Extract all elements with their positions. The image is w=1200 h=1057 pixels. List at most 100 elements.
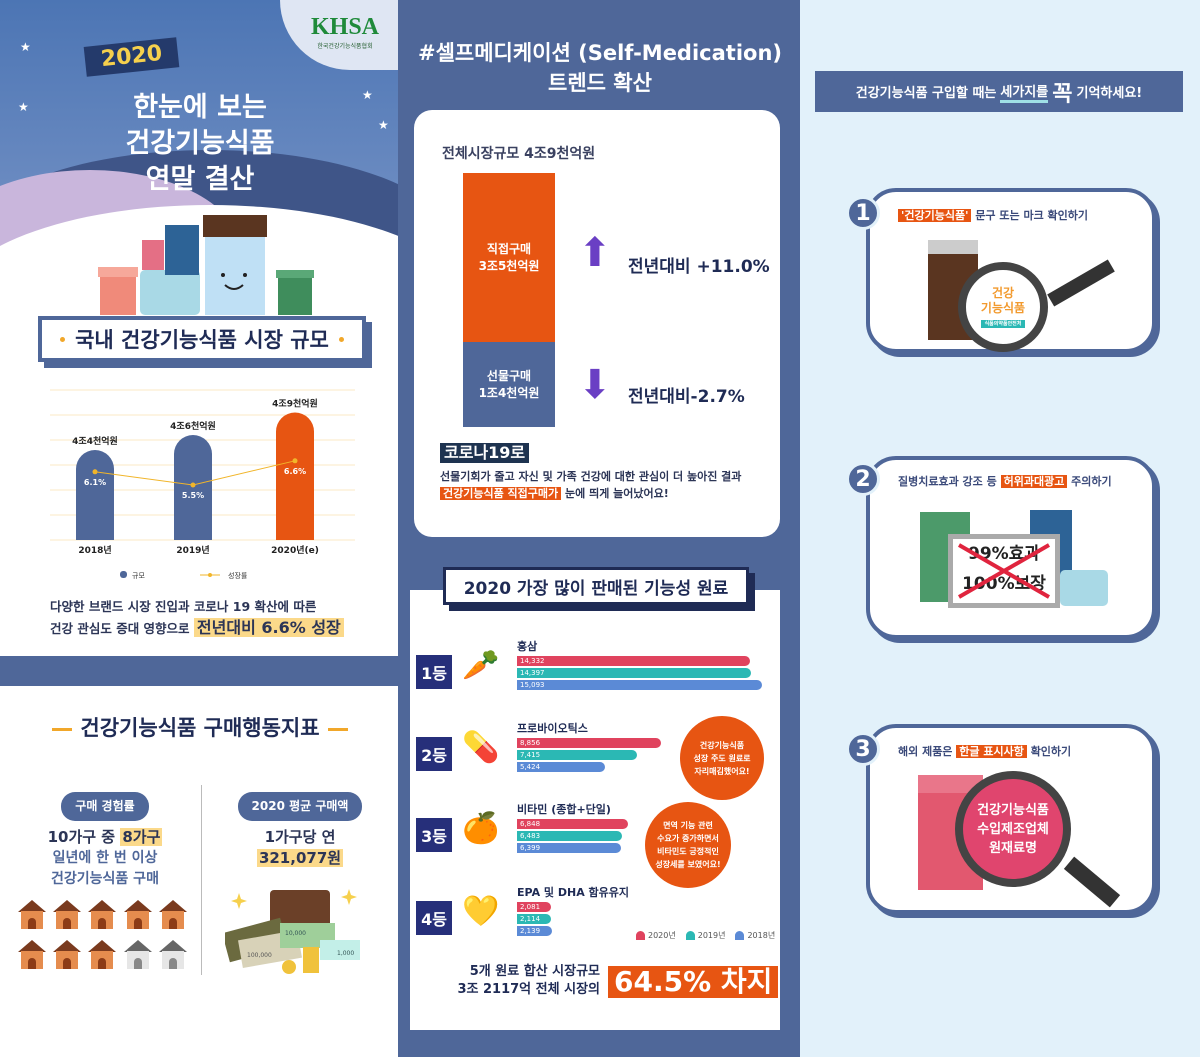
logo-text: KHSA bbox=[310, 14, 379, 40]
house-icon bbox=[53, 940, 82, 970]
bar-base bbox=[76, 520, 114, 540]
growth-point bbox=[92, 469, 98, 475]
legend-swatch bbox=[208, 573, 212, 577]
stat-tag: 2020 평균 구매액 bbox=[237, 792, 363, 821]
rank-badge: 1등 bbox=[416, 655, 452, 689]
false-ad-sign: 99%효과 100%보장 bbox=[948, 534, 1060, 608]
legend-item: 2019년 bbox=[685, 930, 726, 941]
bill-label: 100,000 bbox=[247, 952, 272, 959]
bar-2018년: 2,139 bbox=[517, 926, 552, 936]
note-text: 선물기회가 줄고 자신 및 가족 건강에 대한 관심이 더 높아진 결과 bbox=[440, 470, 742, 483]
bar-2018년 bbox=[76, 450, 114, 540]
gift-purchase-segment: 선물구매 1조4천억원 bbox=[463, 342, 555, 427]
stat-highlight: 321,077원 bbox=[256, 849, 344, 867]
bubble-text: 수요가 증가하면서 bbox=[657, 834, 719, 843]
khsa-logo: KHSA 한국건강기능식품협회 bbox=[300, 14, 390, 50]
tip-text: 해외 제품은 한글 표시사항 확인하기 bbox=[898, 743, 1071, 759]
house-icon bbox=[158, 900, 187, 930]
bar-value-label: 4조9천억원 bbox=[272, 398, 318, 410]
stat-text: 1가구당 연 bbox=[264, 828, 336, 846]
note-highlight: 건강기능식품 직접구매가 bbox=[440, 487, 562, 500]
tip-label: 주의하기 bbox=[1071, 475, 1112, 488]
stat-text: 10가구 중 bbox=[47, 828, 116, 846]
house-icon bbox=[158, 940, 187, 970]
rank-badge: 3등 bbox=[416, 818, 452, 852]
tip-highlight: 허위과대광고 bbox=[1000, 475, 1068, 488]
star-icon: ★ bbox=[378, 118, 389, 132]
ingredient-icon: 🍊 bbox=[462, 811, 500, 846]
gift-yoy: 전년대비-2.7% bbox=[628, 387, 745, 407]
header-underlined: 세가지를 bbox=[1000, 81, 1049, 103]
title-line: 연말 결산 bbox=[145, 164, 255, 195]
summary-text: 건강 관심도 증대 영향으로 bbox=[50, 621, 190, 636]
header-emphasis: 꼭 bbox=[1052, 81, 1073, 107]
magnifier-mark-illustration: 건강 기능식품 식품의약품안전처 bbox=[958, 262, 1048, 352]
x-tick-label: 2020년(e) bbox=[271, 544, 319, 556]
ingredient-icon: 💊 bbox=[462, 730, 500, 765]
header-text: 기억하세요! bbox=[1076, 86, 1143, 101]
bar-2020년: 2,081 bbox=[517, 902, 551, 912]
bar-value-label: 4조4천억원 bbox=[72, 435, 118, 447]
tip-text: '건강기능식품' 문구 또는 마크 확인하기 bbox=[898, 207, 1088, 223]
mark-text: 건강 bbox=[991, 286, 1015, 300]
sparkle-icon bbox=[231, 893, 247, 909]
bar-2020년: 6,848 bbox=[517, 819, 629, 829]
legend-label: 규모 bbox=[132, 572, 145, 580]
dash-decoration bbox=[52, 727, 73, 731]
bill-label: 1,000 bbox=[337, 950, 354, 957]
ingredient-name: EPA 및 DHA 함유유지 bbox=[517, 886, 630, 899]
stat-tag: 구매 경험률 bbox=[61, 792, 149, 821]
share-text: 5개 원료 합산 시장규모 3조 2117억 전체 시장의 bbox=[420, 963, 600, 999]
mark-text: 기능식품 bbox=[980, 301, 1026, 315]
divider bbox=[201, 785, 202, 975]
household-icons bbox=[18, 900, 188, 970]
label-text: 원재료명 bbox=[989, 840, 1037, 856]
ingredient-name: 프로바이오틱스 bbox=[517, 722, 588, 735]
segment-label: 직접구매 bbox=[486, 241, 532, 256]
growth-label: 6.1% bbox=[84, 478, 106, 487]
legend-label: 2020년 bbox=[648, 931, 676, 940]
bullet-dot bbox=[338, 336, 344, 342]
tip-number: 2 bbox=[846, 462, 880, 496]
title-line: #셀프메디케이션 (Self-Medication) bbox=[418, 41, 782, 65]
legend-label: 2019년 bbox=[697, 931, 726, 940]
rank-badge: 4등 bbox=[416, 901, 452, 935]
label-text: 건강기능식품 bbox=[977, 802, 1049, 818]
section-title: 건강기능식품 구매행동지표 bbox=[80, 716, 320, 740]
wallet-money-illustration: 100,000 10,000 1,000 bbox=[225, 889, 360, 974]
trend-title: #셀프메디케이션 (Self-Medication) 트렌드 확산 bbox=[398, 38, 802, 98]
behavior-heading: 건강기능식품 구매행동지표 bbox=[20, 712, 380, 742]
rank-badge: 2등 bbox=[416, 737, 452, 771]
summary-highlight: 전년대비 6.6% 성장 bbox=[193, 618, 344, 637]
header-text: 건강기능식품 구입할 때는 bbox=[855, 86, 997, 101]
covid-note: 선물기회가 줄고 자신 및 가족 건강에 대한 관심이 더 높아진 결과 건강기… bbox=[440, 468, 775, 502]
stat-text: 건강기능식품 구매 bbox=[51, 871, 159, 887]
label-text: 수입제조업체 bbox=[977, 821, 1049, 837]
ingredients-title: 2020 가장 많이 판매된 기능성 원료 bbox=[443, 567, 749, 605]
x-tick-label: 2018년 bbox=[78, 544, 111, 556]
cross-mark-icon bbox=[957, 543, 1051, 599]
sparkle-icon bbox=[341, 889, 357, 905]
share-line: 5개 원료 합산 시장규모 bbox=[469, 964, 600, 979]
ingredient-icon: 💛 bbox=[462, 894, 500, 929]
house-icon bbox=[88, 940, 117, 970]
ingredient-name: 홍삼 bbox=[517, 640, 538, 653]
bar-base bbox=[174, 520, 212, 540]
bubble-text: 성장세를 보였어요! bbox=[655, 860, 721, 869]
bar-base bbox=[276, 520, 314, 540]
legend-item: 2018년 bbox=[735, 930, 775, 941]
bill-label: 10,000 bbox=[285, 930, 306, 937]
total-market-label: 전체시장규모 4조9천억원 bbox=[442, 146, 596, 162]
bar-2019년: 7,415 bbox=[517, 750, 638, 760]
house-icon bbox=[88, 900, 117, 930]
legend-label: 성장률 bbox=[228, 571, 248, 580]
x-tick-label: 2019년 bbox=[176, 544, 209, 556]
bar-2020년: 14,332 bbox=[517, 656, 750, 666]
share-line: 3조 2117억 전체 시장의 bbox=[457, 982, 600, 997]
title-line: 한눈에 보는 bbox=[133, 92, 267, 123]
supplement-bottles-illustration bbox=[98, 215, 314, 315]
tip-highlight: '건강기능식품' bbox=[898, 209, 972, 222]
bullet-dot bbox=[60, 336, 66, 342]
house-icon bbox=[18, 900, 46, 930]
